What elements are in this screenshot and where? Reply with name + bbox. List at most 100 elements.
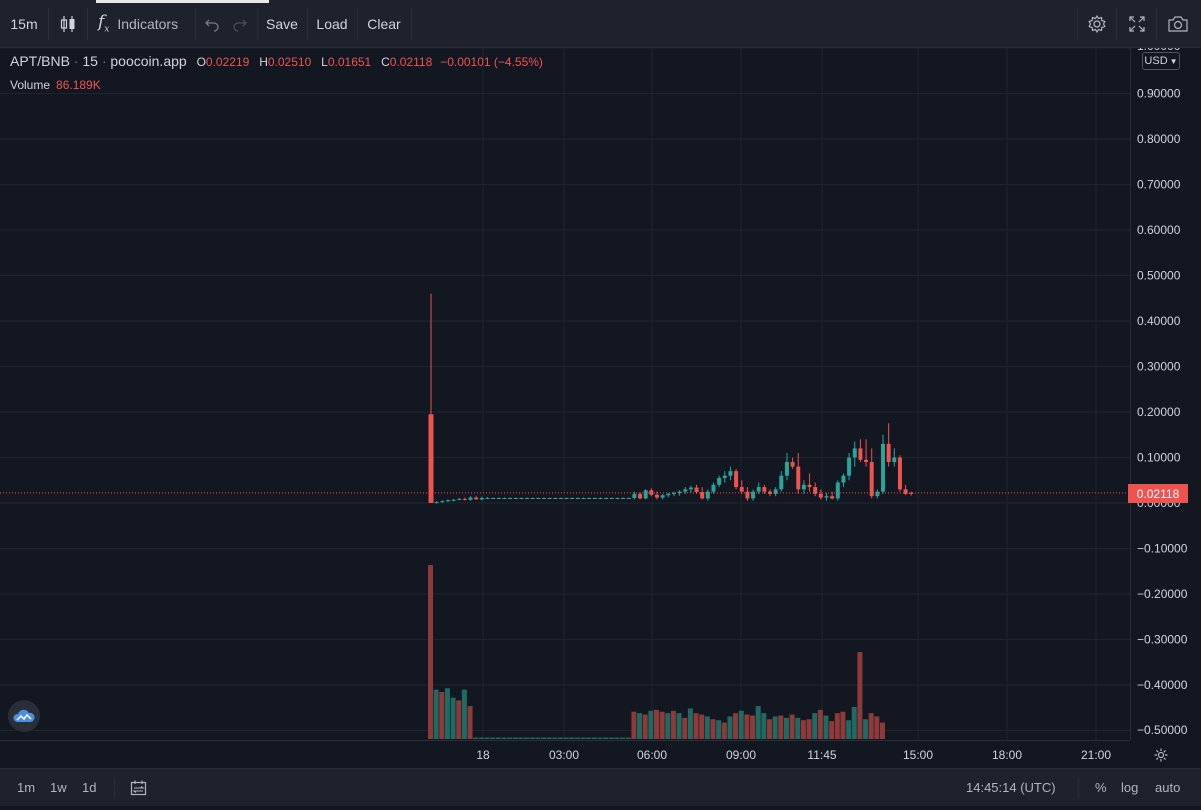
save-button[interactable]: Save bbox=[258, 0, 306, 47]
candle-body bbox=[575, 497, 580, 499]
camera-icon bbox=[1168, 15, 1188, 32]
volume-bar bbox=[620, 737, 626, 739]
volume-bar bbox=[608, 737, 614, 739]
clear-button[interactable]: Clear bbox=[358, 0, 410, 47]
legend-interval: 15 bbox=[82, 53, 98, 69]
range-1m-label: 1m bbox=[17, 780, 36, 795]
go-to-date-button[interactable] bbox=[130, 769, 148, 806]
screenshot-button[interactable] bbox=[1160, 0, 1196, 47]
candle-body bbox=[886, 443, 891, 463]
volume-bar bbox=[603, 737, 609, 739]
log-label: log bbox=[1121, 780, 1139, 795]
volume-bar bbox=[461, 689, 467, 739]
candle-body bbox=[592, 497, 597, 499]
toolbar-separator bbox=[1156, 8, 1157, 40]
candle-body bbox=[638, 493, 643, 499]
candle-body bbox=[440, 501, 445, 503]
currency-label: USD bbox=[1144, 55, 1168, 67]
price-scale[interactable]: 1.00000 0.90000 0.80000 0.70000 0.60000 0.500… bbox=[1130, 48, 1201, 740]
legend-close-label: C bbox=[381, 55, 390, 69]
log-toggle[interactable]: log bbox=[1121, 769, 1138, 806]
currency-dropdown[interactable]: USD ▼ bbox=[1142, 52, 1180, 70]
percent-toggle[interactable]: % bbox=[1095, 769, 1107, 806]
candle-body bbox=[643, 490, 648, 499]
volume-bar bbox=[857, 652, 863, 739]
candle-body bbox=[745, 491, 750, 499]
candle-body bbox=[530, 497, 535, 499]
series-legend: APT/BNB · 15 · poocoin.app O0.02219 H0.0… bbox=[10, 53, 543, 69]
volume-bar bbox=[755, 706, 761, 739]
volume-bar bbox=[880, 722, 885, 739]
candle-body bbox=[796, 466, 801, 490]
candle-body bbox=[790, 462, 795, 467]
chart-type-button[interactable] bbox=[50, 0, 86, 47]
volume-bar bbox=[851, 707, 857, 739]
toolbar-separator bbox=[87, 8, 88, 40]
fullscreen-icon bbox=[1129, 15, 1145, 32]
auto-toggle[interactable]: auto bbox=[1155, 769, 1180, 806]
candle-body bbox=[598, 497, 603, 499]
time-tick-label: 09:00 bbox=[726, 748, 756, 762]
candle-body bbox=[835, 482, 840, 499]
price-tick-label: 0.80000 bbox=[1137, 132, 1181, 146]
candle-body bbox=[717, 477, 722, 485]
candle-body bbox=[615, 497, 620, 499]
range-1w-button[interactable]: 1w bbox=[50, 769, 67, 806]
volume-bar bbox=[693, 713, 699, 739]
time-scale-settings-button[interactable] bbox=[1150, 744, 1172, 766]
chart-logo-button[interactable] bbox=[8, 700, 40, 732]
volume-bar bbox=[433, 689, 439, 739]
candle-body bbox=[852, 448, 857, 458]
last-price-value: 0.02118 bbox=[1136, 486, 1180, 501]
candle-body bbox=[542, 497, 546, 499]
volume-bar bbox=[473, 737, 479, 739]
toolbar-separator bbox=[357, 8, 358, 40]
settings-button[interactable] bbox=[1080, 0, 1114, 47]
candle-body bbox=[502, 497, 507, 499]
volume-bar bbox=[795, 717, 801, 739]
candle-body bbox=[558, 497, 563, 499]
candle-body bbox=[773, 489, 778, 494]
volume-bar bbox=[806, 719, 812, 739]
legend-open-label: O bbox=[196, 55, 206, 69]
redo-button[interactable] bbox=[226, 0, 254, 47]
candles-icon bbox=[60, 15, 75, 32]
interval-button[interactable]: 15m bbox=[0, 0, 48, 47]
load-button[interactable]: Load bbox=[308, 0, 356, 47]
volume-bar bbox=[744, 714, 750, 739]
undo-button[interactable] bbox=[198, 0, 226, 47]
fullscreen-button[interactable] bbox=[1120, 0, 1154, 47]
chart-pane[interactable] bbox=[0, 48, 1130, 740]
volume-bar bbox=[444, 688, 450, 739]
candle-body bbox=[711, 484, 716, 492]
volume-bar bbox=[512, 737, 518, 739]
volume-bars bbox=[428, 565, 885, 739]
candle-body bbox=[462, 498, 467, 500]
time-scale[interactable]: 18 03:00 06:00 09:00 11:45 15:00 18:00 21:00 bbox=[0, 740, 1130, 768]
volume-bar bbox=[580, 737, 586, 739]
legend-low-value: 0.01651 bbox=[327, 55, 372, 69]
candle-body bbox=[824, 496, 829, 498]
volume-bar bbox=[800, 720, 806, 739]
candle-body bbox=[909, 492, 914, 494]
candle-body bbox=[807, 484, 812, 488]
candle-body bbox=[519, 497, 524, 499]
utc-clock[interactable]: 14:45:14 (UTC) bbox=[966, 769, 1056, 806]
price-tick-label: 1.00000 bbox=[1137, 48, 1181, 53]
volume-bar bbox=[863, 719, 869, 739]
range-1d-button[interactable]: 1d bbox=[82, 769, 96, 806]
candle-body bbox=[479, 497, 484, 500]
candle-body bbox=[903, 489, 908, 494]
range-1m-button[interactable]: 1m bbox=[17, 769, 35, 806]
time-tick-label: 06:00 bbox=[637, 748, 667, 762]
candle-body bbox=[875, 491, 880, 497]
candle-body bbox=[847, 457, 852, 476]
price-tick-label: 0.30000 bbox=[1137, 360, 1181, 374]
indicators-button[interactable]: fx Indicators bbox=[92, 0, 194, 47]
volume-bar bbox=[507, 737, 513, 739]
candle-body bbox=[496, 497, 501, 499]
price-tick-label: 0.90000 bbox=[1137, 87, 1181, 101]
price-scale-labels: 1.00000 0.90000 0.80000 0.70000 0.60000 0.500… bbox=[1137, 48, 1188, 737]
candle-body bbox=[841, 475, 846, 483]
candle-body bbox=[626, 497, 631, 499]
